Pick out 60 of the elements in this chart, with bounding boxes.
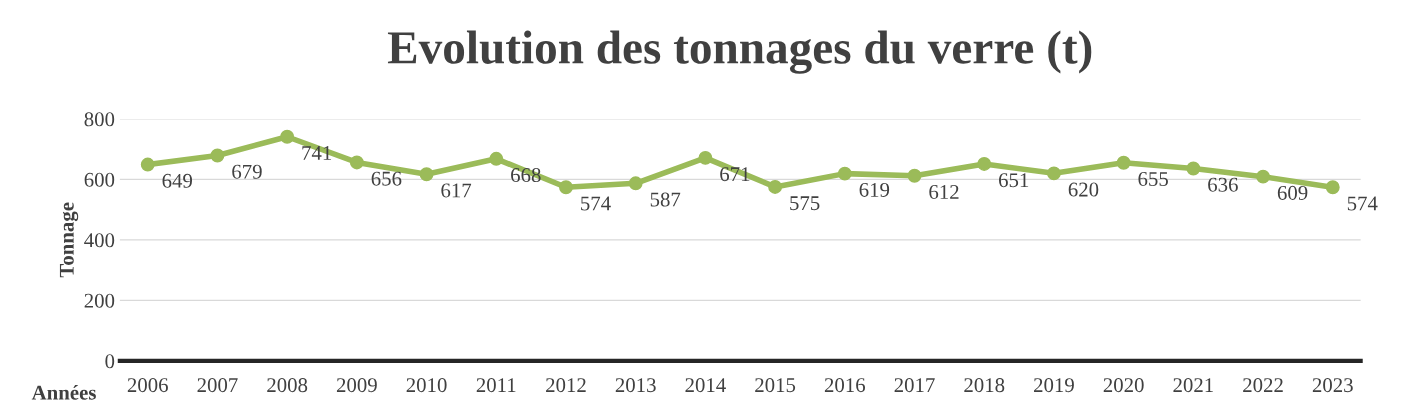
x-tick-label: 2010 — [406, 378, 447, 393]
data-label: 651 — [999, 173, 1029, 188]
point — [559, 180, 573, 195]
point — [1186, 161, 1201, 176]
data-label: 609 — [1277, 185, 1308, 200]
data-label: 617 — [441, 183, 472, 198]
x-tick-label: 2012 — [546, 378, 586, 393]
data-label: 679 — [232, 164, 262, 179]
point — [768, 179, 783, 194]
data-label: 636 — [1208, 177, 1238, 192]
point — [140, 157, 155, 172]
data-label: 620 — [1068, 182, 1099, 197]
point — [1116, 155, 1131, 170]
x-tick-label: 2021 — [1173, 378, 1213, 393]
x-tick-label: 2013 — [615, 378, 656, 393]
x-tick-label: 2015 — [755, 378, 796, 393]
data-label: 656 — [371, 171, 402, 186]
x-tick-label: 2019 — [1034, 378, 1074, 393]
data-label: 649 — [162, 173, 193, 188]
data-label: 612 — [929, 185, 959, 200]
data-label: 574 — [1347, 196, 1378, 211]
x-tick-label: 2017 — [894, 378, 935, 393]
y-tick-label: 400 — [84, 233, 115, 248]
x-tick-label: 2016 — [824, 378, 866, 393]
data-label: 655 — [1138, 172, 1168, 187]
point — [1256, 169, 1271, 184]
y-axis-title: Tonnage — [59, 202, 79, 278]
y-tick-label: 0 — [105, 354, 115, 369]
x-tick-label: 2018 — [964, 378, 1005, 393]
point — [628, 176, 643, 191]
y-tick-label: 600 — [84, 172, 115, 187]
point — [280, 129, 295, 144]
y-tick-label: 200 — [84, 293, 115, 308]
data-label: 587 — [650, 192, 681, 207]
point — [1325, 180, 1340, 195]
point — [837, 166, 852, 181]
point — [349, 155, 364, 170]
point — [977, 157, 992, 171]
point — [907, 168, 922, 183]
point — [489, 151, 504, 166]
x-tick-label: 2009 — [336, 378, 377, 393]
x-tick-label: 2022 — [1243, 378, 1283, 393]
data-label: 575 — [790, 196, 820, 211]
point — [419, 167, 434, 182]
data-label: 619 — [859, 182, 890, 197]
x-tick-label: 2014 — [685, 378, 726, 393]
point — [210, 148, 225, 163]
x-tick-label: 2006 — [127, 378, 168, 393]
chart-title: Evolution des tonnages du verre (t) — [387, 30, 1092, 74]
point — [698, 150, 713, 165]
x-tick-label: 2020 — [1103, 378, 1144, 393]
y-tick-label: 800 — [84, 112, 115, 127]
x-axis-title: Années — [31, 384, 96, 400]
x-tick-label: 2007 — [197, 378, 238, 393]
x-tick-label: 2011 — [476, 378, 516, 393]
data-label: 741 — [302, 146, 332, 160]
x-tick-label: 2008 — [267, 378, 308, 393]
point — [1046, 166, 1061, 181]
x-tick-label: 2023 — [1312, 378, 1353, 393]
data-label: 574 — [581, 196, 611, 211]
